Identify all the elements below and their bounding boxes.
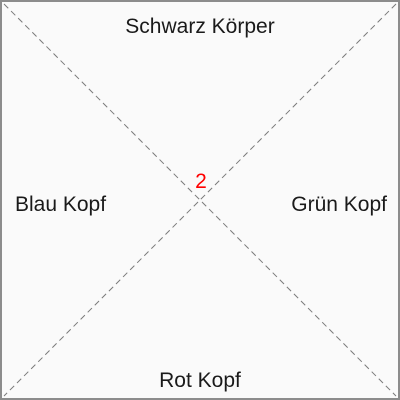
label-bottom: Rot Kopf — [159, 369, 241, 392]
label-top: Schwarz Körper — [125, 15, 275, 38]
label-right: Grün Kopf — [291, 193, 387, 216]
label-left: Blau Kopf — [15, 193, 107, 216]
diagonal-line-descending — [3, 3, 397, 397]
center-number: 2 — [195, 170, 207, 193]
diagonal-line-ascending — [3, 3, 397, 397]
